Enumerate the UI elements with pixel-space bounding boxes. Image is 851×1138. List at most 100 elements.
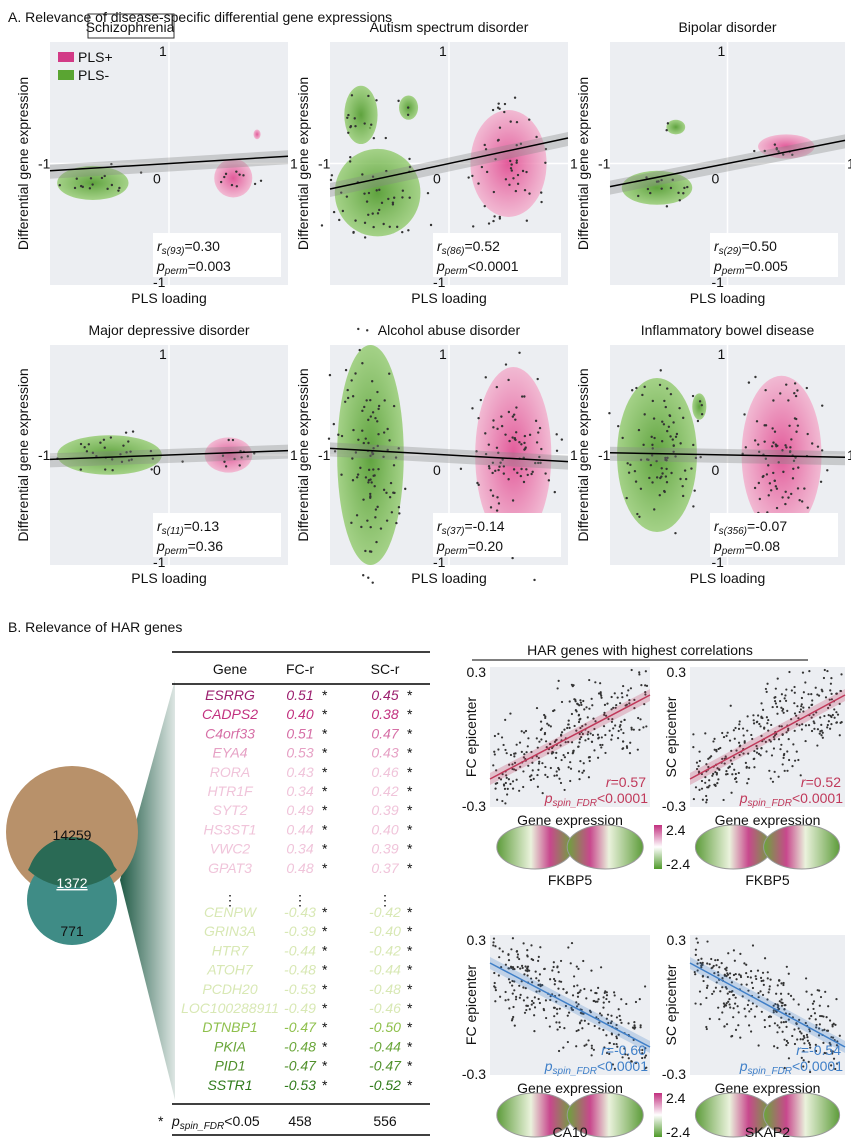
sc-correlation: 0.40 — [371, 821, 398, 837]
gene-point — [367, 419, 369, 421]
gene-point — [342, 210, 344, 212]
gene-point — [569, 780, 571, 782]
gene-point — [821, 690, 823, 692]
gene-point — [639, 1026, 641, 1028]
gene-point — [540, 191, 542, 193]
gene-point — [548, 724, 550, 726]
sc-correlation: 0.43 — [371, 745, 398, 761]
gene-point — [544, 472, 546, 474]
gene-point — [758, 482, 760, 484]
gene-point — [711, 775, 713, 777]
gene-point — [378, 405, 380, 407]
gene-point — [726, 972, 728, 974]
gene-point — [698, 751, 700, 753]
gene-point — [333, 423, 335, 425]
gene-point — [762, 972, 764, 974]
gene-point — [678, 407, 680, 409]
gene-point — [715, 749, 717, 751]
gene-point — [376, 420, 378, 422]
gene-point — [350, 522, 352, 524]
gene-point — [780, 998, 782, 1000]
correlation-stat-part: =-0.07 — [747, 518, 787, 534]
gene-point — [620, 1022, 622, 1024]
gene-point — [354, 117, 356, 119]
gene-point — [594, 681, 596, 683]
gene-name: ATOH7 — [206, 962, 254, 978]
gene-point — [754, 487, 756, 489]
gene-point — [573, 975, 575, 977]
gene-point — [819, 733, 821, 735]
gene-point — [638, 729, 640, 731]
gene-point — [735, 978, 737, 980]
gene-point — [503, 472, 505, 474]
gene-point — [493, 972, 495, 974]
gene-point — [690, 467, 692, 469]
gene-point — [700, 958, 702, 960]
gene-point — [544, 162, 546, 164]
gene-point — [524, 189, 526, 191]
gene-point — [617, 737, 619, 739]
gene-point — [597, 987, 599, 989]
gene-point — [774, 700, 776, 702]
gene-point — [627, 689, 629, 691]
gene-point — [797, 487, 799, 489]
gene-point — [427, 192, 429, 194]
gene-point — [365, 476, 367, 478]
gene-point — [829, 728, 831, 730]
significance-star: * — [322, 745, 328, 761]
gene-point — [80, 443, 82, 445]
gene-point — [568, 766, 570, 768]
gene-point — [526, 970, 528, 972]
pls-neg-density — [692, 393, 706, 419]
gene-point — [713, 738, 715, 740]
gene-point — [744, 1008, 746, 1010]
gene-point — [522, 770, 524, 772]
gene-point — [730, 792, 732, 794]
gene-point — [635, 1001, 637, 1003]
gene-point — [616, 1016, 618, 1018]
venn-count: 1372 — [56, 875, 87, 891]
gene-point — [363, 192, 365, 194]
gene-point — [537, 378, 539, 380]
gene-point — [797, 424, 799, 426]
gene-point — [775, 485, 777, 487]
gene-point — [515, 190, 517, 192]
gene-point — [110, 436, 112, 438]
gene-point — [800, 708, 802, 710]
gene-point — [88, 443, 90, 445]
gene-point — [792, 743, 794, 745]
gene-point — [752, 987, 754, 989]
gene-point — [717, 1007, 719, 1009]
gene-point — [579, 718, 581, 720]
gene-point — [526, 996, 528, 998]
gene-point — [637, 749, 639, 751]
gene-point — [801, 500, 803, 502]
gene-point — [590, 989, 592, 991]
gene-point — [356, 476, 358, 478]
gene-point — [746, 984, 748, 986]
gene-point — [808, 670, 810, 672]
gene-point — [537, 786, 539, 788]
gene-point — [825, 696, 827, 698]
gene-point — [538, 956, 540, 958]
gene-point — [512, 788, 514, 790]
fc-correlation: 0.34 — [286, 841, 313, 857]
gene-point — [725, 735, 727, 737]
gene-point — [337, 434, 339, 436]
gene-point — [782, 984, 784, 986]
gene-point — [733, 949, 735, 951]
gene-point — [627, 1022, 629, 1024]
gene-point — [537, 431, 539, 433]
gene-point — [393, 464, 395, 466]
gene-point — [354, 372, 356, 374]
gene-point — [514, 752, 516, 754]
gene-point — [492, 944, 494, 946]
gene-point — [822, 1015, 824, 1017]
p-value-stat-part: p — [739, 1058, 748, 1074]
gene-point — [364, 222, 366, 224]
gene-point — [388, 373, 390, 375]
gene-point — [692, 395, 694, 397]
gene-point — [669, 415, 671, 417]
gene-point — [366, 329, 368, 331]
sc-correlation: 0.39 — [371, 841, 398, 857]
